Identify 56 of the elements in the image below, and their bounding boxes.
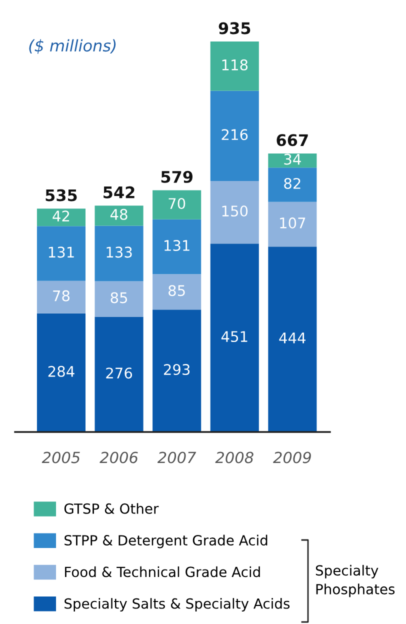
bar bbox=[36, 313, 86, 432]
data-label: 48 bbox=[110, 208, 128, 220]
bar bbox=[94, 206, 144, 226]
data-label: 451 bbox=[221, 331, 248, 342]
total-label: 535 bbox=[46, 189, 77, 202]
bar bbox=[210, 244, 259, 432]
bar bbox=[152, 310, 202, 432]
data-label: 85 bbox=[110, 292, 128, 304]
data-label: 293 bbox=[164, 364, 190, 376]
data-label: 444 bbox=[279, 332, 306, 344]
bar bbox=[210, 90, 259, 182]
data-label: 82 bbox=[284, 178, 300, 189]
data-label: 216 bbox=[222, 129, 248, 140]
data-label: 34 bbox=[284, 154, 301, 165]
total-label: 579 bbox=[161, 170, 192, 183]
bar bbox=[210, 181, 259, 244]
data-label: 42 bbox=[52, 210, 70, 222]
bar bbox=[94, 281, 144, 317]
total-label: 542 bbox=[104, 186, 134, 198]
x-tick-label: 2007 bbox=[157, 452, 196, 464]
data-label: 70 bbox=[168, 198, 186, 210]
bar bbox=[152, 219, 202, 274]
bar bbox=[268, 153, 317, 168]
data-label: 118 bbox=[222, 59, 248, 70]
data-label: 107 bbox=[280, 217, 306, 228]
legend-label: Food & Technical Grade Acid bbox=[65, 566, 260, 578]
bar bbox=[36, 208, 86, 226]
bar bbox=[36, 226, 86, 281]
bar bbox=[94, 316, 144, 432]
total-label: 667 bbox=[276, 134, 308, 146]
bar bbox=[94, 226, 144, 282]
data-label: 276 bbox=[106, 368, 132, 379]
data-label: 78 bbox=[53, 290, 70, 302]
data-label: 133 bbox=[106, 246, 132, 258]
x-tick-label: 2008 bbox=[215, 452, 254, 464]
x-tick-label: 2005 bbox=[42, 452, 80, 464]
bar bbox=[36, 280, 86, 314]
legend-label: STPP & Detergent Grade Acid bbox=[64, 534, 268, 548]
legend-label: Specialty Salts & Specialty Acids bbox=[64, 598, 290, 612]
x-tick-label: 2009 bbox=[273, 452, 311, 464]
text: Specialty Phosphates bbox=[316, 564, 395, 598]
data-label: 150 bbox=[222, 206, 248, 217]
bar bbox=[152, 274, 202, 310]
data-label: 85 bbox=[168, 285, 185, 296]
data-label: 131 bbox=[164, 240, 190, 252]
chart-subtitle: ($ millions) bbox=[29, 39, 116, 54]
data-label: 284 bbox=[48, 366, 74, 377]
legend-label: GTSP & Other bbox=[64, 503, 159, 514]
data-label: 131 bbox=[48, 246, 74, 258]
bar bbox=[268, 202, 317, 247]
x-tick-label: 2006 bbox=[100, 452, 138, 464]
bar bbox=[210, 42, 259, 91]
bar bbox=[152, 190, 202, 220]
bar bbox=[268, 246, 317, 432]
bar bbox=[268, 168, 317, 202]
total-label: 935 bbox=[218, 22, 250, 34]
